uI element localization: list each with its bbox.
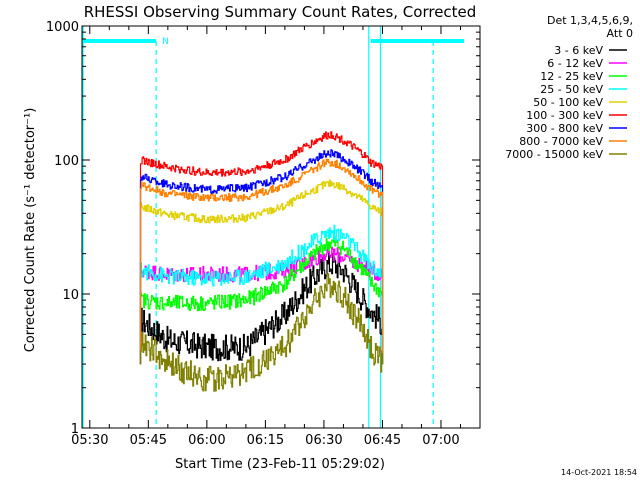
series-line-3 [139,224,384,365]
legend-header-line-2: Att 0 [607,27,633,40]
x-tick-label-0: 05:30 [71,433,108,448]
series-3 [139,224,384,365]
x-tick-label-3: 06:15 [247,433,284,448]
x-tick-label-1: 05:45 [130,433,167,448]
legend-header-line-1: Det 1,3,4,5,6,9, [547,14,633,27]
series-line-8 [139,273,384,392]
x-tick-label-4: 06:30 [305,433,342,448]
series-0 [139,252,384,365]
y-tick-label-1: 10 [62,288,79,303]
night-marker-label: N [162,37,169,47]
x-tick-label-6: 07:00 [422,433,459,448]
series-line-6 [139,149,384,365]
series-line-4 [139,179,384,365]
series-5 [139,131,384,365]
chart-title: RHESSI Observing Summary Count Rates, Co… [84,3,477,21]
series-2 [139,237,384,365]
legend-label-7: 800 - 7000 keV [519,135,603,148]
legend-label-0: 3 - 6 keV [554,44,603,57]
series-line-7 [139,158,384,365]
x-axis-label: Start Time (23-Feb-11 05:29:02) [175,457,385,472]
series-8 [139,273,384,392]
plot-area: N [82,26,464,428]
y-axis-label: Corrected Count Rate (s⁻¹ detector⁻¹) [23,108,38,353]
y-tick-label-3: 1000 [46,20,79,35]
series-6 [139,149,384,365]
timestamp: 14-Oct-2021 18:54 [561,468,637,477]
series-4 [139,179,384,365]
series-line-5 [139,131,384,365]
series-7 [139,158,384,365]
axes-layer: 05:30 05:45 06:00 06:15 06:30 06:45 07:00 1 10 10… [46,20,481,448]
legend-label-6: 300 - 800 keV [526,122,603,135]
y-tick-label-2: 100 [54,154,79,169]
y-tick-label-0: 1 [71,422,79,437]
legend-label-5: 100 - 300 keV [526,109,603,122]
legend-label-8: 7000 - 15000 keV [505,148,603,161]
series-layer [139,131,384,392]
series-line-2 [139,237,384,365]
x-tick-label-2: 06:00 [188,433,225,448]
legend-label-4: 50 - 100 keV [533,96,603,109]
plot-frame [81,25,481,429]
series-line-0 [139,252,384,365]
x-tick-label-5: 06:45 [364,433,401,448]
legend-label-3: 25 - 50 keV [540,83,603,96]
legend-label-2: 12 - 25 keV [540,70,603,83]
legend-label-1: 6 - 12 keV [547,57,603,70]
